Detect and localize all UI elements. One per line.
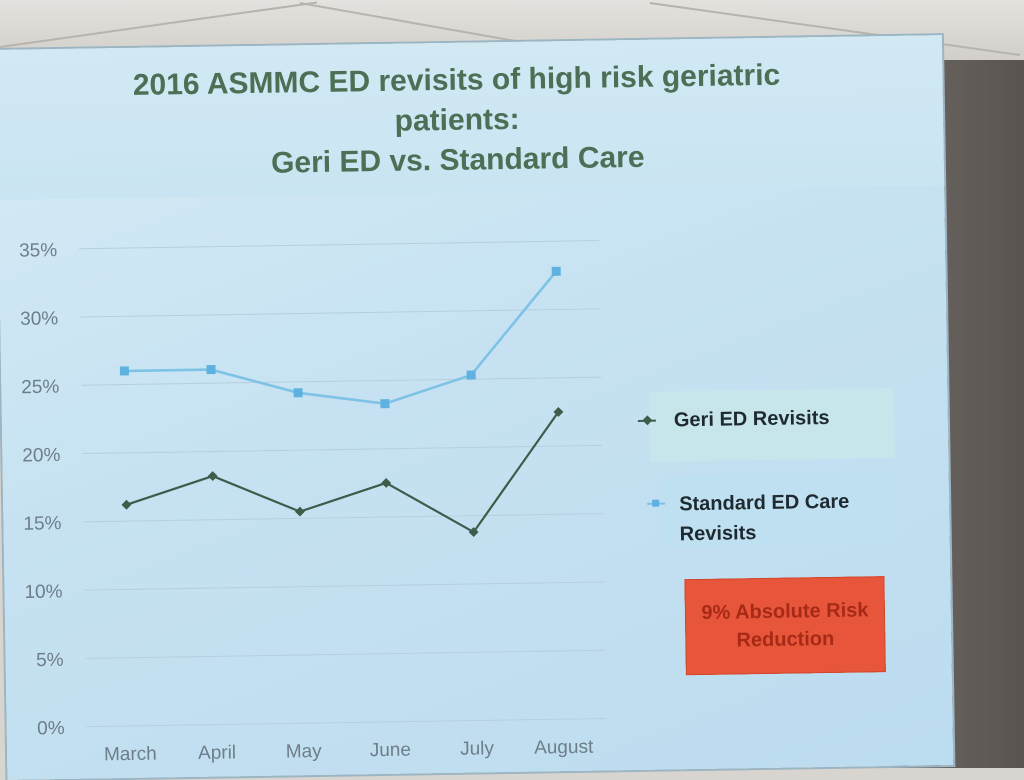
projector-screen: 2016 ASMMC ED revisits of high risk geri… xyxy=(0,35,954,780)
x-tick-label: March xyxy=(104,744,157,766)
legend-square-marker xyxy=(652,499,660,507)
y-tick-label: 15% xyxy=(23,513,61,535)
gridline xyxy=(82,444,603,455)
annotation-line: 9% Absolute Risk xyxy=(701,599,869,624)
data-point-standard xyxy=(551,266,561,276)
y-tick-label: 25% xyxy=(21,377,59,399)
gridline xyxy=(80,308,601,318)
gridline xyxy=(79,240,600,250)
annotation-line: Reduction xyxy=(736,627,835,652)
gridline xyxy=(83,513,604,523)
risk-reduction-annotation: 9% Absolute Risk Reduction xyxy=(684,576,886,676)
x-tick-label: August xyxy=(534,737,594,759)
data-point-standard xyxy=(466,370,476,380)
gridline xyxy=(84,581,605,591)
gridline xyxy=(85,649,606,659)
gridline xyxy=(81,376,602,386)
y-tick-label: 0% xyxy=(37,718,65,739)
data-point-standard xyxy=(293,388,303,398)
data-point-geri xyxy=(121,499,132,510)
data-point-geri xyxy=(553,406,564,417)
data-point-standard xyxy=(206,365,216,375)
data-point-geri xyxy=(295,506,305,517)
y-tick-label: 20% xyxy=(22,445,60,467)
y-tick-label: 35% xyxy=(19,240,57,262)
x-tick-label: May xyxy=(286,741,323,763)
gridline xyxy=(86,717,607,728)
data-point-geri xyxy=(468,527,479,538)
line-chart: 0% 5% 10% 15% 20% 25% 30% 35% March April May June J… xyxy=(19,240,607,766)
data-point-geri xyxy=(381,477,392,488)
x-tick-label: July xyxy=(460,738,495,760)
legend-label-geri: Geri ED Revisits xyxy=(673,406,830,432)
x-tick-label: April xyxy=(198,742,236,764)
y-tick-label: 5% xyxy=(36,650,64,671)
legend-label-standard: Standard ED Care Revisits xyxy=(679,490,850,546)
y-tick-label: 10% xyxy=(24,581,62,603)
series-line-geri xyxy=(126,411,560,534)
data-point-geri xyxy=(207,471,218,482)
series-line-standard xyxy=(124,270,558,406)
y-tick-label: 30% xyxy=(20,308,58,330)
ceiling-seam xyxy=(0,1,318,48)
x-tick-label: June xyxy=(370,740,412,762)
data-point-standard xyxy=(119,366,129,376)
data-point-standard xyxy=(380,399,390,409)
